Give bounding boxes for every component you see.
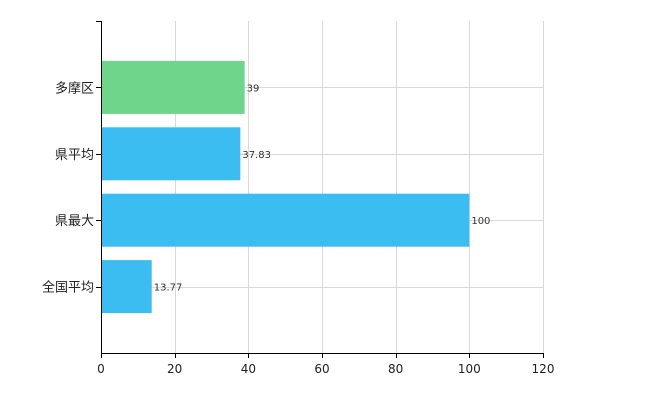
x-tick-label: 0 bbox=[97, 362, 105, 376]
axes bbox=[96, 21, 544, 358]
x-tick-label: 60 bbox=[314, 362, 329, 376]
category-label: 県最大 bbox=[55, 214, 94, 229]
bar bbox=[101, 60, 245, 114]
bar bbox=[101, 260, 152, 314]
x-tick-label: 100 bbox=[458, 362, 481, 376]
labels: 39 37.83 100 13.77 0 20 40 60 80 100 120 多摩区県平均県最大全… bbox=[42, 80, 554, 376]
x-tick-label: 20 bbox=[167, 362, 182, 376]
bars bbox=[101, 60, 470, 314]
data-label: 37.83 bbox=[242, 150, 271, 161]
data-label: 39 bbox=[247, 83, 260, 94]
category-label: 全国平均 bbox=[42, 280, 94, 296]
data-label: 13.77 bbox=[154, 283, 183, 294]
category-label: 多摩区 bbox=[55, 80, 94, 96]
data-label: 100 bbox=[471, 216, 490, 227]
bar bbox=[101, 127, 241, 181]
bar bbox=[101, 193, 470, 247]
x-tick-label: 40 bbox=[241, 362, 256, 376]
category-label: 県平均 bbox=[55, 148, 94, 163]
x-tick-label: 120 bbox=[532, 362, 555, 376]
x-tick-label: 80 bbox=[388, 362, 403, 376]
